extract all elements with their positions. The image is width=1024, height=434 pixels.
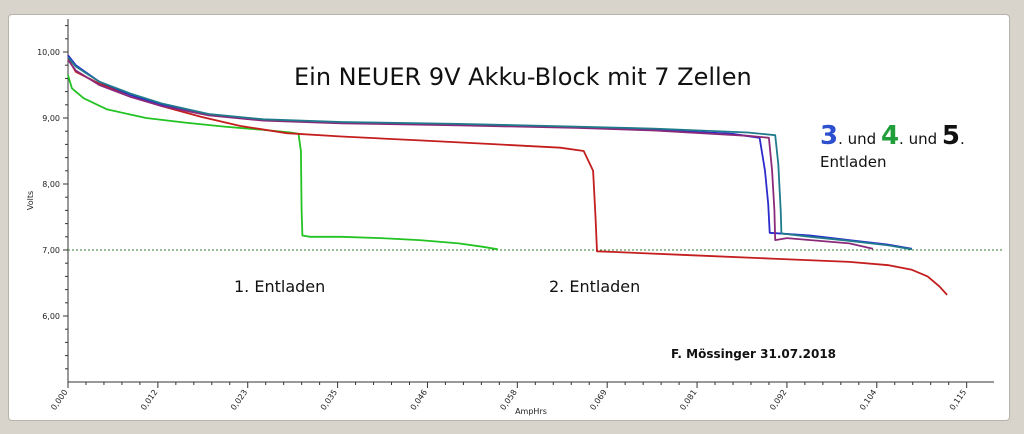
legend-number-3: 3 — [820, 121, 839, 151]
x-tick-label: 0,023 — [229, 388, 250, 412]
label-second-discharge: 2. Entladen — [549, 277, 641, 296]
y-tick-label: 10,00 — [37, 48, 60, 57]
x-tick-label: 0,069 — [588, 388, 609, 412]
chart-frame: 0,000 0,012 0,023 0,035 0,046 0,058 0,069 0,081… — [8, 14, 1010, 421]
series-line-1 — [67, 74, 498, 251]
legend: 3. und 4. und 5. Entladen — [820, 120, 965, 171]
x-tick-label: 0,012 — [139, 388, 160, 412]
y-tick-label: 9,00 — [42, 114, 60, 123]
legend-und-2: . und — [899, 130, 942, 148]
legend-und-1: . und — [838, 130, 881, 148]
x-axis-title: AmpHrs — [515, 407, 547, 416]
legend-dot: . — [959, 130, 965, 148]
x-tick-label: 0,081 — [678, 388, 699, 412]
series-line-2 — [67, 58, 948, 296]
y-tick-label: 7,00 — [42, 246, 60, 255]
label-first-discharge: 1. Entladen — [234, 277, 326, 296]
y-tick-label: 6,00 — [42, 312, 60, 321]
x-tick-label: 0,115 — [948, 388, 969, 412]
legend-number-4: 4 — [880, 121, 900, 151]
x-tick-label: 0,092 — [768, 388, 789, 412]
series-line-4 — [67, 59, 874, 250]
legend-entladen: Entladen — [820, 152, 887, 171]
y-axis-title: Volts — [26, 191, 35, 210]
chart-title: Ein NEUER 9V Akku-Block mit 7 Zellen — [294, 63, 752, 91]
x-tick-label: 0,104 — [858, 388, 879, 412]
x-tick-label: 0,000 — [49, 388, 70, 412]
y-tick-label: 8,00 — [42, 180, 60, 189]
x-tick-label: 0,046 — [409, 388, 430, 412]
chart-svg: 0,000 0,012 0,023 0,035 0,046 0,058 0,069 0,081… — [26, 19, 1002, 416]
x-tick-label: 0,035 — [319, 388, 340, 412]
legend-number-5: 5 — [941, 121, 960, 151]
author-date: F. Mössinger 31.07.2018 — [671, 347, 837, 361]
series-line-5 — [67, 56, 913, 251]
